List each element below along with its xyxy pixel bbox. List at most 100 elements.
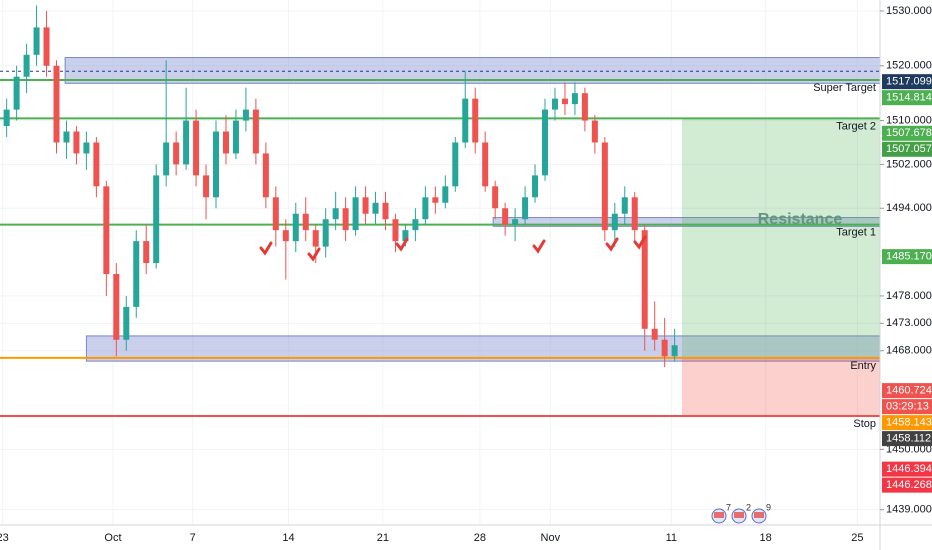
candle-body (242, 109, 249, 121)
countdown-box (882, 399, 932, 415)
price-label-box (882, 74, 932, 90)
candle-body (422, 197, 429, 220)
x-tick-label: 11 (666, 532, 677, 544)
candle-body (103, 186, 110, 275)
price-label: 1458.143 (886, 417, 932, 429)
candle-body (53, 65, 60, 143)
level-label: Target 2 (836, 120, 876, 132)
x-tick-label: 18 (760, 532, 772, 544)
event-count: 2 (746, 502, 751, 512)
candle-body (571, 93, 578, 105)
stop-box (681, 357, 880, 416)
event-count: 9 (766, 502, 771, 512)
candle-body (173, 142, 180, 165)
price-label: 1517.099 (886, 76, 932, 88)
candle-body (522, 197, 529, 220)
candle-body (352, 197, 359, 231)
price-label: 1458.112 (886, 433, 931, 445)
candle-body (213, 131, 220, 198)
x-tick-label: Nov (541, 532, 561, 544)
candle-body (651, 328, 658, 340)
x-tick-label: 23 (0, 532, 9, 544)
y-tick-label: 1494.000 (886, 202, 932, 214)
candle-body (402, 230, 409, 242)
check-marks (259, 235, 647, 262)
zone (64, 57, 881, 84)
price-label: 1460.724 (886, 385, 932, 397)
candle-body (3, 109, 10, 127)
level-label: Entry (850, 360, 876, 372)
candle-body (282, 230, 289, 242)
candle-body (462, 98, 469, 143)
x-tick-label: Oct (104, 532, 121, 544)
price-label: 1446.268 (886, 479, 932, 491)
y-tick-label: 1510.000 (886, 114, 932, 126)
candle-body (143, 241, 150, 264)
price-label-box (882, 431, 932, 447)
candle-body (63, 131, 70, 143)
price-label-box (882, 383, 932, 399)
candle-body (73, 131, 80, 154)
candle-body (33, 27, 40, 55)
candle-body (442, 186, 449, 203)
x-tick-label: 28 (474, 532, 486, 544)
candle-body (621, 197, 628, 214)
y-tick-label: 1473.000 (886, 317, 932, 329)
candle-body (302, 213, 309, 231)
price-label: 1507.678 (886, 127, 932, 139)
candle-body (432, 197, 439, 203)
candle-body (93, 142, 100, 187)
candle-body (203, 175, 210, 198)
candle-body (262, 153, 269, 198)
candle-body (372, 202, 379, 214)
candle-body (13, 76, 20, 110)
candle-body (581, 93, 588, 121)
price-label: 1514.814 (886, 92, 932, 104)
y-tick-label: 1530.000 (886, 5, 932, 17)
candle-body (232, 120, 239, 154)
countdown: 03:29:13 (886, 401, 929, 413)
price-label-box (882, 249, 932, 265)
check-mark (532, 239, 546, 254)
price-label: 1507.057 (886, 143, 932, 155)
level-label: Stop (853, 418, 876, 430)
candle-body (43, 27, 50, 66)
level-label: Super Target (813, 82, 876, 94)
candle-body (472, 98, 479, 143)
candle-body (83, 142, 90, 154)
event-flag (754, 512, 764, 518)
candle-body (452, 142, 459, 187)
check-mark (307, 247, 321, 262)
candle-body (671, 345, 678, 357)
candle-body (482, 142, 489, 187)
price-label-box (882, 477, 932, 493)
candle-body (502, 208, 509, 225)
x-tick-label: 21 (377, 532, 389, 544)
candle-body (512, 219, 519, 225)
level-label: Target 1 (836, 227, 876, 239)
check-mark (633, 235, 647, 250)
zone-label: Resistance (758, 211, 843, 228)
price-label-box (882, 461, 932, 477)
candle-body (532, 175, 539, 198)
candle-body (163, 142, 170, 176)
candle-body (342, 208, 349, 231)
price-label-box (882, 125, 932, 141)
check-mark (395, 237, 409, 252)
target-box (681, 118, 880, 358)
y-tick-label: 1450.000 (886, 443, 932, 455)
candle-body (312, 230, 319, 247)
candle-body (113, 274, 120, 340)
price-label: 1485.170 (886, 251, 932, 263)
candle-body (551, 98, 558, 110)
y-tick-label: 1468.000 (886, 345, 932, 357)
price-label-box (882, 415, 932, 431)
y-tick-label: 1502.000 (886, 158, 932, 170)
candle-body (292, 213, 299, 242)
candle-body (382, 202, 389, 220)
x-tick-label: 25 (851, 532, 863, 544)
candle-body (193, 120, 200, 176)
candle-body (222, 131, 229, 154)
check-mark (605, 237, 619, 252)
